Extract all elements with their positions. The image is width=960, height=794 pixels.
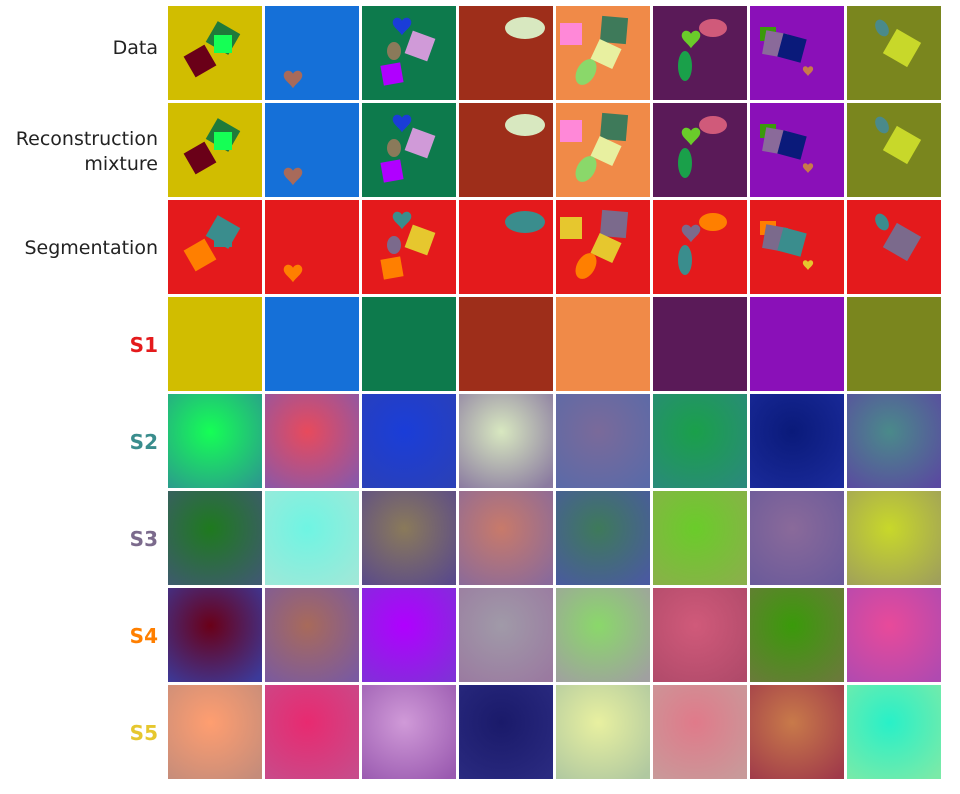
- cell-recon-6: [653, 103, 747, 197]
- cell-data-4: [459, 6, 553, 100]
- cell-s2-3: [362, 394, 456, 488]
- cell-s1-4: [459, 297, 553, 391]
- cell-s4-8: [847, 588, 941, 682]
- cell-s2-7: [750, 394, 844, 488]
- cell-recon-5: [556, 103, 650, 197]
- row-label-segmentation: Segmentation: [24, 236, 158, 261]
- cell-seg-8: [847, 200, 941, 294]
- cell-s4-4: [459, 588, 553, 682]
- cell-s1-7: [750, 297, 844, 391]
- cell-recon-4: [459, 103, 553, 197]
- cell-seg-2: [265, 200, 359, 294]
- cell-s1-3: [362, 297, 456, 391]
- cell-s3-4: [459, 491, 553, 585]
- row-label-s4-text: S4: [129, 624, 158, 648]
- cell-data-7: [750, 6, 844, 100]
- cell-s3-1: [168, 491, 262, 585]
- cell-recon-2: [265, 103, 359, 197]
- cell-s1-8: [847, 297, 941, 391]
- cell-s2-1: [168, 394, 262, 488]
- cell-s4-5: [556, 588, 650, 682]
- row-label-reconstruction: Reconstruction mixture: [16, 127, 158, 177]
- row-label-data-line: Data: [112, 37, 158, 59]
- cell-s3-6: [653, 491, 747, 585]
- row-label-data: Data: [113, 36, 158, 61]
- cell-data-3: [362, 6, 456, 100]
- cell-s5-4: [459, 685, 553, 779]
- cell-seg-6: [653, 200, 747, 294]
- cell-s4-1: [168, 588, 262, 682]
- cell-s1-1: [168, 297, 262, 391]
- cell-data-5: [556, 6, 650, 100]
- cell-recon-7: [750, 103, 844, 197]
- cell-s2-5: [556, 394, 650, 488]
- row-label-s2: S2: [130, 430, 158, 455]
- cell-recon-8: [847, 103, 941, 197]
- cell-s2-6: [653, 394, 747, 488]
- cell-recon-3: [362, 103, 456, 197]
- cell-seg-7: [750, 200, 844, 294]
- row-label-s2-text: S2: [129, 430, 158, 454]
- cell-data-6: [653, 6, 747, 100]
- row-label-reconstruction-line-1: Reconstruction: [15, 128, 158, 150]
- cell-s3-8: [847, 491, 941, 585]
- cell-s5-7: [750, 685, 844, 779]
- cell-s5-1: [168, 685, 262, 779]
- row-label-s3-text: S3: [129, 527, 158, 551]
- cell-s2-8: [847, 394, 941, 488]
- cell-s1-6: [653, 297, 747, 391]
- cell-s1-5: [556, 297, 650, 391]
- cell-s3-5: [556, 491, 650, 585]
- row-label-s5-text: S5: [129, 721, 158, 745]
- row-label-s5: S5: [130, 721, 158, 746]
- cell-s4-7: [750, 588, 844, 682]
- cell-seg-3: [362, 200, 456, 294]
- cell-s5-2: [265, 685, 359, 779]
- cell-s5-6: [653, 685, 747, 779]
- cell-s5-3: [362, 685, 456, 779]
- cell-recon-1: [168, 103, 262, 197]
- row-label-s1-text: S1: [129, 333, 158, 357]
- cell-s4-6: [653, 588, 747, 682]
- image-grid: [168, 6, 948, 782]
- row-label-reconstruction-line-2: mixture: [84, 153, 158, 175]
- cell-s4-2: [265, 588, 359, 682]
- cell-s3-2: [265, 491, 359, 585]
- cell-s2-4: [459, 394, 553, 488]
- cell-s3-7: [750, 491, 844, 585]
- cell-data-2: [265, 6, 359, 100]
- row-label-s4: S4: [130, 624, 158, 649]
- cell-s2-2: [265, 394, 359, 488]
- cell-s5-5: [556, 685, 650, 779]
- row-label-s3: S3: [130, 527, 158, 552]
- row-label-segmentation-line: Segmentation: [24, 237, 158, 259]
- cell-seg-1: [168, 200, 262, 294]
- row-label-s1: S1: [130, 333, 158, 358]
- cell-s5-8: [847, 685, 941, 779]
- cell-s3-3: [362, 491, 456, 585]
- cell-data-8: [847, 6, 941, 100]
- cell-s1-2: [265, 297, 359, 391]
- cell-seg-4: [459, 200, 553, 294]
- cell-data-1: [168, 6, 262, 100]
- cell-seg-5: [556, 200, 650, 294]
- cell-s4-3: [362, 588, 456, 682]
